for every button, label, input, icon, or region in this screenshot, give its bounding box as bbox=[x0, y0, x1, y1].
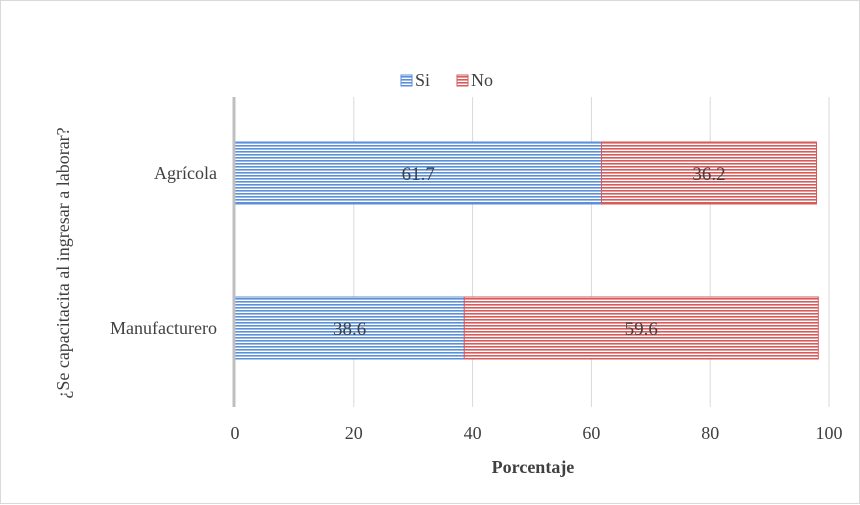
x-tick-label: 20 bbox=[345, 423, 363, 443]
legend-label-si: Si bbox=[415, 70, 430, 90]
data-label: 61.7 bbox=[402, 164, 435, 185]
bar-layer: 61.7 36.2 38.6 59.6 bbox=[234, 141, 819, 360]
legend-swatch-no bbox=[456, 74, 469, 87]
category-label: Agrícola bbox=[154, 163, 217, 183]
x-tick-label: 100 bbox=[816, 423, 843, 443]
bar-no-1 bbox=[463, 296, 819, 360]
legend-swatch-si bbox=[400, 74, 413, 87]
data-label: 36.2 bbox=[692, 164, 725, 185]
x-tick-label: 80 bbox=[701, 423, 719, 443]
legend: Si No bbox=[400, 70, 493, 90]
x-axis-title: Porcentaje bbox=[492, 457, 575, 477]
x-tick-label: 60 bbox=[582, 423, 600, 443]
x-tick-label: 40 bbox=[464, 423, 482, 443]
y-axis-title: ¿Se capacitacita al ingresar a laborar? bbox=[53, 127, 73, 398]
bar-si-1 bbox=[234, 296, 465, 360]
bar-si-0 bbox=[234, 141, 602, 205]
category-label: Manufacturero bbox=[110, 318, 217, 338]
legend-label-no: No bbox=[471, 70, 493, 90]
data-label: 59.6 bbox=[625, 319, 658, 340]
bar-no-0 bbox=[600, 141, 818, 205]
data-label: 38.6 bbox=[333, 319, 366, 340]
axis-layer: 0 20 40 60 80 100 Agrícola Manufacturero bbox=[110, 97, 843, 443]
x-tick-label: 0 bbox=[231, 423, 240, 443]
